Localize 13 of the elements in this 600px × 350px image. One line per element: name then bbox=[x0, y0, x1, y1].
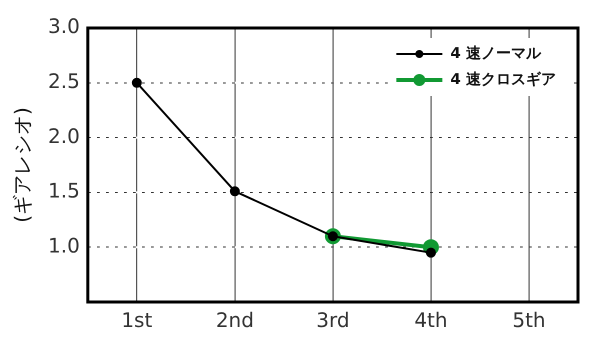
x-tick-label: 2nd bbox=[216, 308, 254, 332]
legend-label: 4 速ノーマル bbox=[450, 44, 542, 62]
x-tick-label: 3rd bbox=[316, 308, 350, 332]
y-tick-label: 1.5 bbox=[48, 178, 80, 203]
x-tick-label: 4th bbox=[414, 308, 448, 332]
y-tick-label: 2.5 bbox=[48, 69, 80, 94]
legend-label: 4 速クロスギア bbox=[450, 70, 556, 88]
y-tick-label: 2.0 bbox=[48, 124, 80, 148]
x-tick-label: 5th bbox=[512, 308, 546, 332]
y-tick-label: 3.0 bbox=[48, 14, 80, 38]
y-tick-label: 1.0 bbox=[48, 233, 80, 258]
y-axis-title: (ギアレシオ) bbox=[10, 107, 34, 223]
x-tick-label: 1st bbox=[121, 308, 152, 332]
